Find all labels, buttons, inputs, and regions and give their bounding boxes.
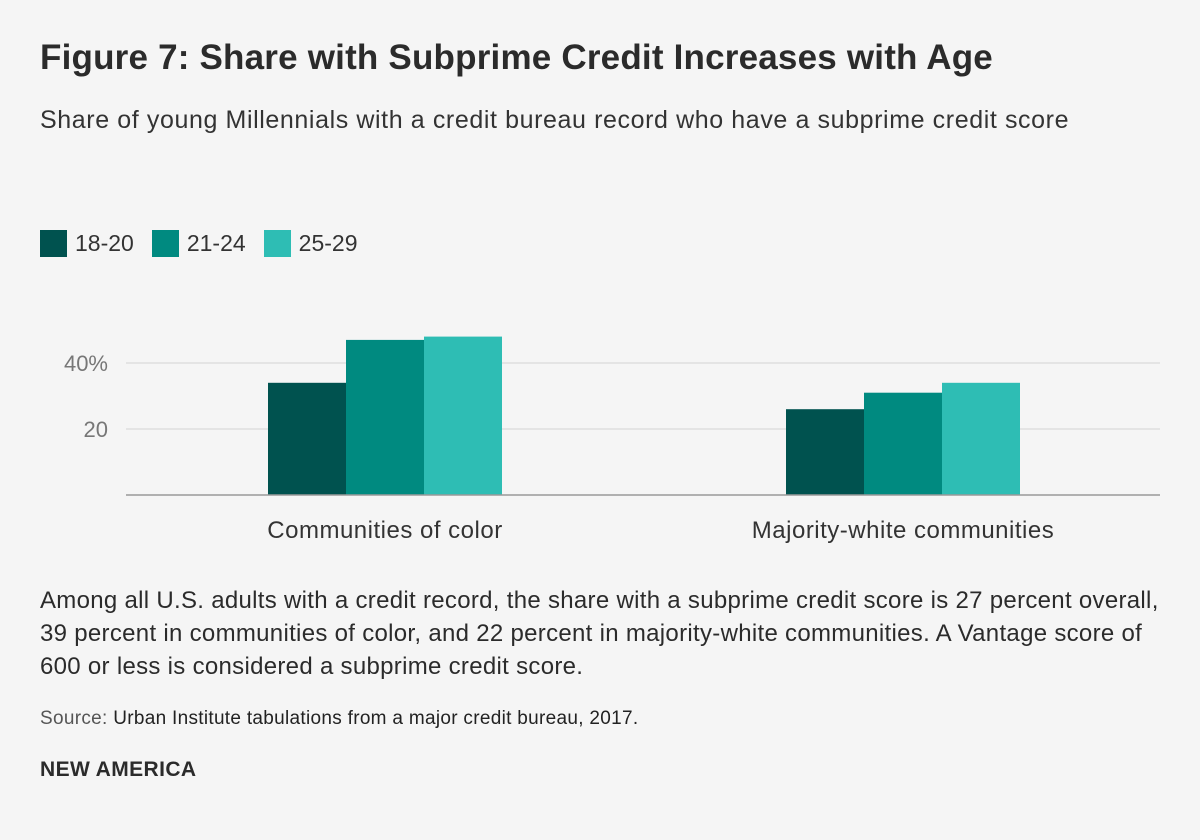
x-category-label-1: Majority-white communities [752, 517, 1054, 544]
legend-label-21-24: 21-24 [186, 230, 246, 256]
legend-item-18-20: 18-20 [40, 230, 134, 257]
legend-item-25-29: 25-29 [263, 230, 358, 257]
chart-note: Among all U.S. adults with a credit reco… [40, 587, 1159, 680]
bar-1-21-24 [864, 392, 942, 495]
chart-title: Figure 7: Share with Subprime Credit Inc… [40, 38, 993, 77]
bar-chart: 20 40% Communities of color Majority-white … [64, 336, 1160, 544]
y-tick-label-40: 40% [64, 351, 108, 376]
chart-legend: 18-20 21-24 25-29 [40, 230, 375, 257]
bar-0-18-20 [268, 382, 346, 495]
bar-0-21-24 [346, 339, 424, 495]
chart-source: Source: Urban Institute tabulations from… [40, 708, 638, 730]
bar-1-25-29 [942, 382, 1020, 495]
brand-logo: NEW AMERICA [40, 758, 197, 781]
legend-label-25-29: 25-29 [298, 230, 358, 256]
chart-subtitle: Share of young Millennials with a credit… [40, 106, 1070, 134]
legend-label-18-20: 18-20 [75, 230, 134, 256]
legend-swatch-18-20 [40, 230, 67, 257]
bar-0-25-29 [424, 336, 502, 495]
bar-1-18-20 [786, 409, 864, 495]
legend-item-21-24: 21-24 [151, 230, 246, 257]
legend-swatch-21-24 [151, 230, 179, 257]
legend-swatch-25-29 [263, 230, 291, 257]
source-text: Urban Institute tabulations from a major… [113, 708, 639, 729]
x-category-label-0: Communities of color [267, 517, 502, 544]
source-label: Source: [40, 708, 108, 729]
y-tick-label-20: 20 [84, 417, 108, 442]
